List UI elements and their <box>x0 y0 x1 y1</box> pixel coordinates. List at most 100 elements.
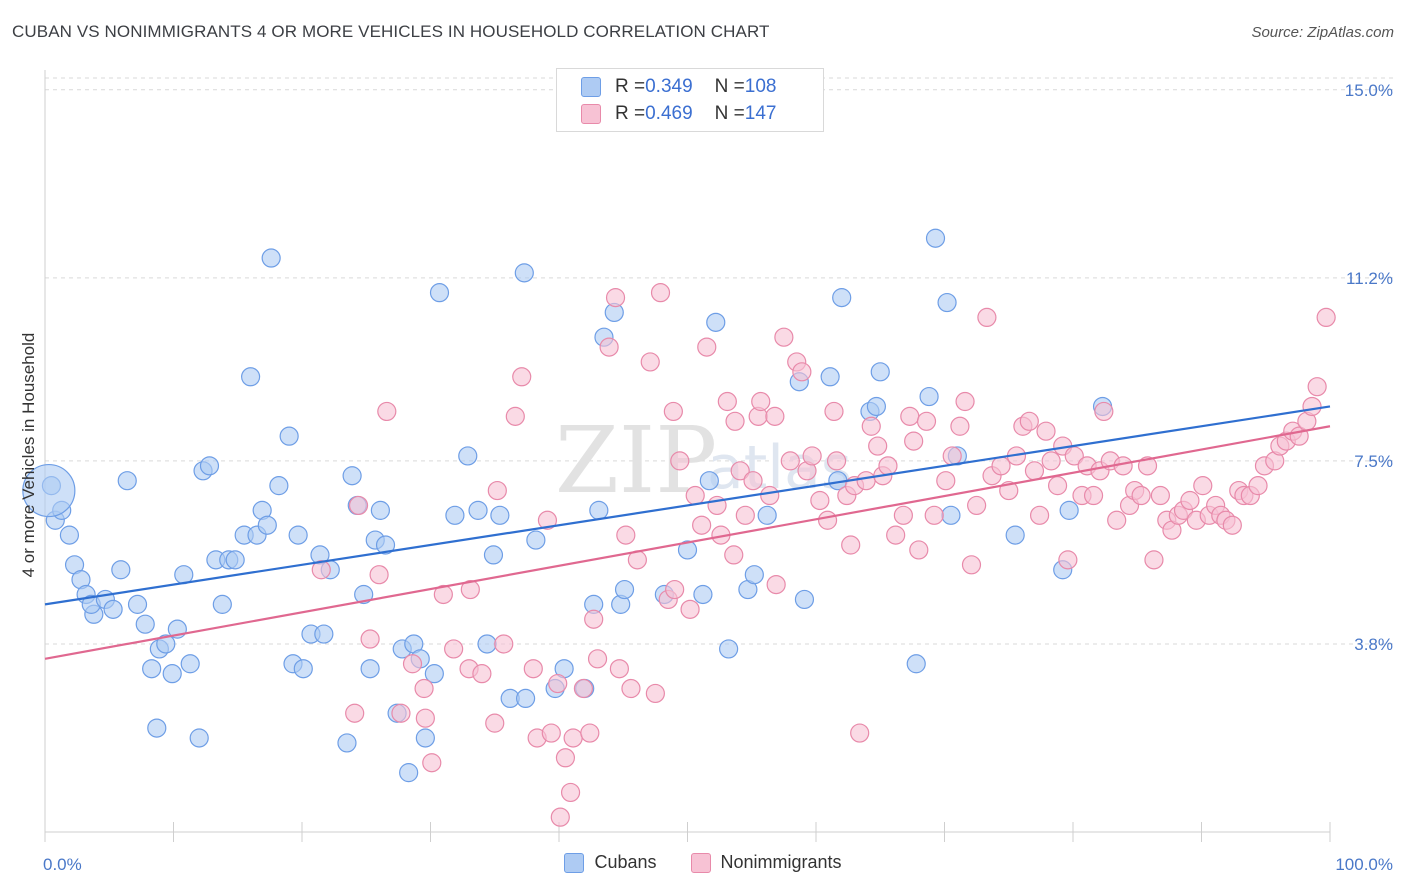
nonimmigrants-point <box>1029 505 1050 525</box>
cubans-point <box>1005 525 1025 545</box>
cubans-point <box>257 515 277 535</box>
cubans-point <box>744 565 764 585</box>
nonimmigrants-point <box>850 723 870 743</box>
nonimmigrants-point <box>1047 476 1068 496</box>
nonimmigrants-point <box>415 708 435 728</box>
nonimmigrants-point <box>780 451 800 471</box>
nonimmigrants-point <box>1144 550 1164 570</box>
nonimmigrants-point <box>792 362 812 382</box>
nonimmigrants-point <box>537 510 558 530</box>
nonimmigrants-point <box>563 728 583 748</box>
nonimmigrants-point <box>900 406 920 426</box>
nonimmigrants-point <box>369 565 389 585</box>
legend-n-value: 147 <box>744 103 777 124</box>
nonimmigrants-point <box>810 490 830 511</box>
cubans-point <box>832 288 852 308</box>
nonimmigrants-legend-label: Nonimmigrants <box>720 852 842 872</box>
cubans-point <box>279 426 299 446</box>
legend-r-value: 0.349 <box>645 76 693 97</box>
x-tick-marks <box>44 822 1331 842</box>
y-tick-label: 7.5% <box>1354 452 1393 471</box>
cubans-point <box>719 639 739 659</box>
nonimmigrants-point <box>743 471 763 491</box>
nonimmigrants-point <box>977 307 997 328</box>
nonimmigrants-point <box>422 753 442 773</box>
cubans-point <box>354 584 374 605</box>
cubans-point <box>490 505 510 525</box>
nonimmigrants-point <box>751 391 771 412</box>
nonimmigrants-point <box>621 678 641 699</box>
nonimmigrants-point <box>697 337 717 357</box>
nonimmigrants-point <box>665 579 685 600</box>
nonimmigrants-point <box>609 659 629 679</box>
cubans-point <box>199 456 220 476</box>
nonimmigrants-point <box>1024 461 1045 481</box>
nonimmigrants-point <box>605 288 626 308</box>
nonimmigrants-point <box>391 703 411 723</box>
legend-r-value: 0.469 <box>645 103 693 124</box>
nonimmigrants-point <box>560 782 581 803</box>
nonimmigrants-point <box>487 480 507 501</box>
legend-r-label: R = <box>615 76 646 97</box>
cubans-point <box>820 367 840 387</box>
cubans-point <box>117 471 137 491</box>
nonimmigrants-point <box>886 525 906 545</box>
cubans-point <box>794 589 815 610</box>
nonimmigrants-point <box>824 401 844 422</box>
cubans-point <box>135 614 155 634</box>
cubans-point <box>937 292 957 313</box>
nonimmigrants-point <box>680 599 700 619</box>
nonimmigrants-swatch <box>581 104 601 124</box>
cubans-point <box>1059 500 1079 520</box>
cubans-point <box>526 530 546 550</box>
nonimmigrants-point <box>1107 510 1127 530</box>
cubans-point <box>468 500 488 520</box>
cubans-point <box>483 545 504 565</box>
cubans-point <box>445 505 465 525</box>
cubans-point <box>589 500 609 520</box>
nonimmigrants-point <box>1307 377 1327 397</box>
nonimmigrants-point <box>485 713 505 733</box>
nonimmigrants-point <box>861 416 881 436</box>
nonimmigrants-point <box>991 456 1011 476</box>
cubans-point <box>103 599 123 619</box>
legend-item-nonimmigrants: Nonimmigrants <box>690 852 842 873</box>
nonimmigrants-point <box>817 510 838 530</box>
nonimmigrants-point <box>802 446 822 466</box>
nonimmigrants-point <box>1036 421 1056 441</box>
nonimmigrants-point <box>1302 396 1322 417</box>
nonimmigrants-point <box>967 495 987 516</box>
nonimmigrants-trend-line <box>44 425 1331 660</box>
cubans-point <box>22 463 76 518</box>
nonimmigrants-point <box>841 535 861 555</box>
cubans-point <box>919 386 939 407</box>
cubans-point <box>180 654 200 674</box>
cubans-point <box>514 263 534 283</box>
cubans-point <box>225 550 245 570</box>
chart-title: CUBAN VS NONIMMIGRANTS 4 OR MORE VEHICLE… <box>12 22 770 41</box>
cubans-point <box>288 525 308 545</box>
nonimmigrants-point <box>1248 476 1268 496</box>
nonimmigrants-point <box>512 367 532 387</box>
nonimmigrants-point <box>573 678 594 699</box>
nonimmigrants-point <box>1019 411 1039 431</box>
cubans-point <box>314 624 334 644</box>
nonimmigrants-point <box>587 649 608 669</box>
series-nonimmigrants <box>311 283 1336 827</box>
nonimmigrants-point <box>868 436 888 456</box>
nonimmigrants-point <box>444 639 464 659</box>
cubans-point <box>399 763 419 783</box>
cubans-point <box>142 659 162 679</box>
nonimmigrants-legend-swatch <box>690 852 711 873</box>
nonimmigrants-point <box>766 574 786 595</box>
grid-lines <box>45 77 1393 645</box>
cubans-point <box>458 446 478 466</box>
nonimmigrants-point <box>402 654 423 674</box>
cubans-point <box>189 728 209 748</box>
nonimmigrants-point <box>541 723 561 743</box>
nonimmigrants-point <box>670 451 690 471</box>
nonimmigrants-point <box>494 634 514 654</box>
nonimmigrants-point <box>645 683 665 704</box>
nonimmigrants-point <box>460 579 480 600</box>
nonimmigrants-point <box>663 401 683 422</box>
